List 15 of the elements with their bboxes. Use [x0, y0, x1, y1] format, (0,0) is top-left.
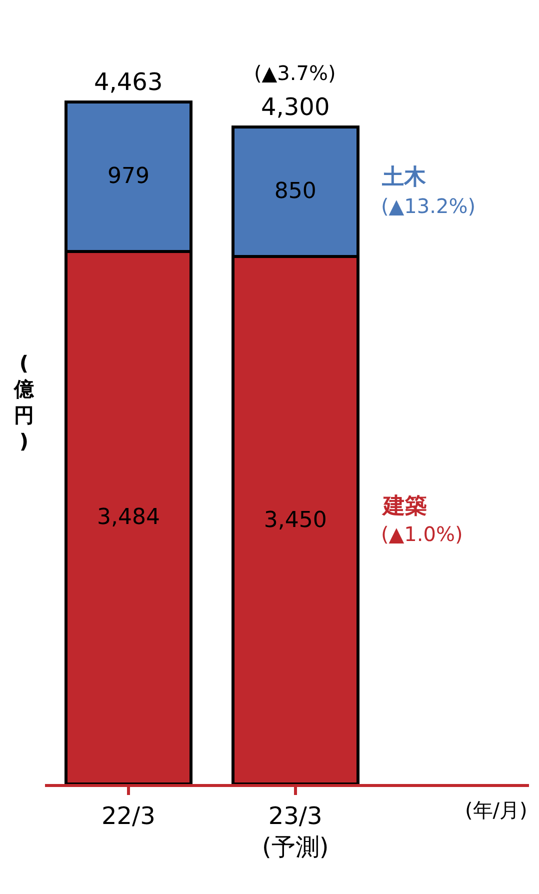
y-axis-title: (億円)	[13, 351, 35, 453]
series-label: 建築	[381, 494, 427, 519]
data-label: 850	[274, 179, 316, 204]
data-label: 3,484	[96, 505, 160, 530]
x-tick-label: 23/3 (予測)	[262, 802, 329, 861]
annotation: (▲3.7%)	[254, 61, 336, 85]
series-label: 土木	[381, 165, 427, 190]
total-label: 4,463	[94, 68, 163, 96]
x-axis-title: (年/月)	[465, 798, 528, 822]
text: (▲13.2%)	[381, 194, 476, 218]
text: (▲1.0%)	[381, 522, 463, 546]
data-label: 979	[107, 164, 150, 190]
x-tick-label: 22/3	[101, 802, 156, 830]
data-label: 3,450	[264, 508, 327, 533]
total-label: 4,300	[261, 93, 330, 121]
